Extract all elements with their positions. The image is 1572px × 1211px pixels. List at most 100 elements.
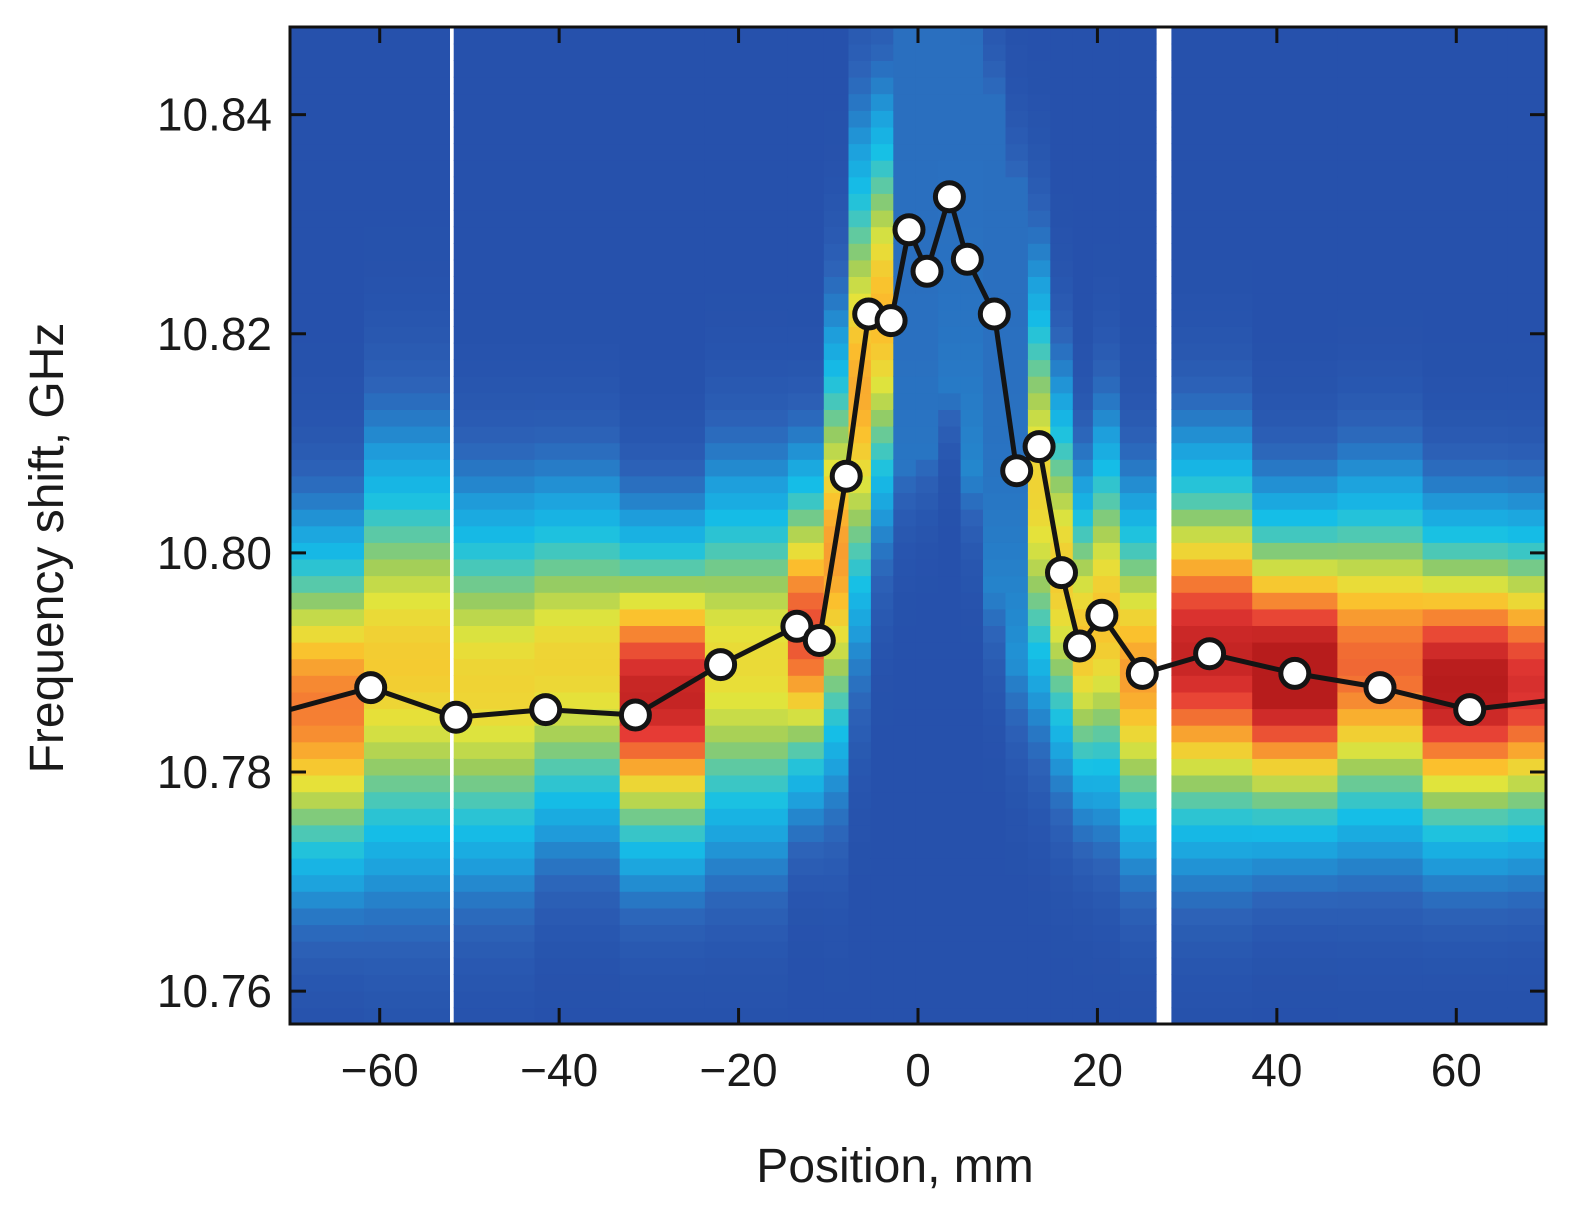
heatmap-cell [915,808,939,826]
heatmap-cell [1050,60,1074,78]
heatmap-cell [290,758,370,776]
heatmap-cell [1507,891,1546,909]
heatmap-cell [823,990,852,1009]
heatmap-cell [960,226,984,244]
heatmap-cell [1072,542,1096,560]
heatmap-cell [364,409,450,427]
heatmap-cell [364,359,450,377]
heatmap-cell [1252,259,1339,277]
heatmap-cell [534,1007,621,1024]
heatmap-cell [534,226,621,244]
heatmap-cell [1092,525,1121,543]
heatmap-cell [1072,891,1096,909]
heatmap-cell [1072,43,1096,61]
heatmap-cell [915,957,939,975]
heatmap-cell [1422,990,1509,1009]
heatmap-cell [960,675,984,693]
heatmap-cell [704,475,791,494]
heatmap-cell [960,508,984,527]
heatmap-cell [848,924,872,942]
heatmap-cell [1337,558,1424,577]
heatmap-cell [1507,708,1546,726]
heatmap-cell [1422,658,1509,676]
heatmap-cell [787,409,825,427]
heatmap-cell [619,558,706,577]
heatmap-cell [893,592,917,610]
heatmap-cell [1507,542,1546,560]
heatmap-cell [1092,924,1121,942]
heatmap-cell [915,375,939,394]
heatmap-cell [704,342,791,361]
heatmap-cell [823,243,852,261]
heatmap-cell [290,292,370,311]
heatmap-cell [619,43,706,61]
heatmap-cell [787,724,825,743]
heatmap-cell [290,774,370,793]
heatmap-cell [983,226,1007,244]
heatmap-cell [364,957,450,975]
heatmap-cell [823,342,852,361]
heatmap-cell [1507,459,1546,477]
heatmap-cell [1171,808,1258,826]
heatmap-cell [893,76,917,95]
heatmap-cell [1171,857,1258,876]
heatmap-cell [534,475,621,494]
heatmap-cell [983,76,1007,95]
heatmap-cell [364,126,450,145]
heatmap-cell [1252,243,1339,261]
heatmap-cell [893,641,917,660]
heatmap-cell [704,392,791,410]
heatmap-cell [787,27,825,45]
heatmap-cell [893,708,917,726]
heatmap-cell [983,409,1007,427]
heatmap-cell [1050,359,1074,377]
heatmap-cell [534,808,621,826]
heatmap-cell [1005,940,1029,959]
heatmap-cell [1252,442,1339,460]
heatmap-cell [453,874,540,892]
heatmap-cell [1092,808,1121,826]
heatmap-cell [1422,243,1509,261]
heatmap-cell [823,76,852,95]
heatmap-cell [364,209,450,228]
heatmap-cell [787,309,825,327]
heatmap-cell [1337,475,1424,494]
heatmap-cell [1252,326,1339,344]
heatmap-cell [290,143,370,161]
heatmap-cell [823,292,852,311]
heatmap-cell [1119,924,1157,942]
heatmap-cell [1252,309,1339,327]
heatmap-cell [960,957,984,975]
heatmap-cell [960,891,984,909]
heatmap-cell [787,974,825,992]
heatmap-cell [823,159,852,178]
data-point [1125,656,1159,690]
heatmap-cell [1027,292,1052,311]
heatmap-cell [1005,791,1029,809]
heatmap-cell [1171,891,1258,909]
heatmap-cell [938,774,962,793]
heatmap-cell [870,126,895,145]
heatmap-cell [364,508,450,527]
heatmap-cell [1422,974,1509,992]
data-point [1000,454,1034,488]
heatmap-cell [848,126,872,145]
heatmap-cell [1422,27,1509,45]
heatmap-cell [1422,292,1509,311]
heatmap-cell [364,93,450,111]
data-point [802,624,836,657]
heatmap-cell [453,43,540,61]
heatmap-cell [704,724,791,743]
heatmap-cell [960,658,984,676]
heatmap-cell [1005,824,1029,842]
heatmap-cell [1072,126,1096,145]
heatmap-cell [1119,841,1157,859]
heatmap-cell [1072,375,1096,394]
heatmap-cell [983,93,1007,111]
heatmap-cell [915,342,939,361]
heatmap-cell [453,641,540,660]
heatmap-cell [619,525,706,543]
heatmap-cell [453,974,540,992]
heatmap-cell [787,342,825,361]
heatmap-cell [1422,442,1509,460]
